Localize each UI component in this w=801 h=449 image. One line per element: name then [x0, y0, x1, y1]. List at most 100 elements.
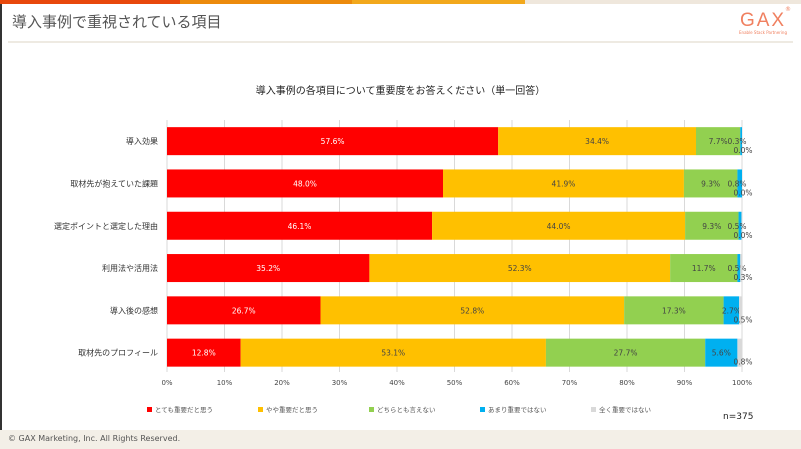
data-label: 44.0%	[547, 222, 571, 231]
bar-segment	[685, 211, 739, 240]
data-label: 0.8%	[733, 358, 752, 367]
x-tick-label: 90%	[677, 379, 693, 387]
data-label: 0.5%	[727, 222, 746, 231]
legend-item: とても重要だと思う	[147, 404, 258, 414]
bar-segment	[723, 296, 740, 325]
legend-label: やや重要だと思う	[266, 406, 318, 414]
copyright: © GAX Marketing, Inc. All Rights Reserve…	[8, 434, 181, 443]
data-label: 0.0%	[733, 146, 752, 155]
sample-size: n=375	[723, 412, 754, 422]
bar-segment	[624, 296, 724, 325]
data-label: 9.3%	[702, 222, 721, 231]
bar-segment	[740, 254, 742, 283]
data-label: 0.5%	[727, 264, 746, 273]
legend-label: 全く重要ではない	[599, 406, 651, 414]
legend-swatch	[147, 406, 152, 412]
bar-segment	[167, 127, 499, 156]
x-tick-label: 60%	[504, 379, 520, 387]
bar-segment	[167, 211, 433, 240]
x-tick-label: 10%	[217, 379, 233, 387]
data-label: 52.3%	[508, 264, 532, 273]
x-tick-label: 40%	[389, 379, 405, 387]
bar-segment	[545, 338, 706, 367]
category-label: 利用法や活用法	[102, 263, 158, 273]
bar-segment	[240, 338, 546, 367]
bar-segment	[740, 127, 742, 156]
data-label: 9.3%	[701, 179, 720, 188]
legend-swatch	[258, 406, 263, 412]
data-label: 0.3%	[733, 273, 752, 282]
left-edge	[0, 4, 2, 430]
x-tick-label: 100%	[732, 379, 752, 387]
bar-segment	[320, 296, 625, 325]
data-label: 46.1%	[288, 222, 312, 231]
bar-segment	[443, 169, 684, 198]
gax-logo: ® GAX Enable Stack Partnering	[739, 6, 791, 35]
header-divider	[8, 41, 793, 43]
legend-label: あまり重要ではない	[488, 406, 547, 414]
data-label: 26.7%	[232, 306, 256, 315]
top-stripe	[0, 0, 801, 4]
bar-segment	[737, 169, 742, 198]
bar-segment	[738, 211, 742, 240]
bar-segment	[167, 296, 321, 325]
bar-segment	[167, 169, 443, 198]
data-label: 0.0%	[733, 231, 752, 240]
data-label: 5.6%	[712, 349, 731, 358]
x-tick-label: 80%	[619, 379, 635, 387]
category-label: 選定ポイントと選定した理由	[54, 221, 158, 231]
data-label: 17.3%	[662, 306, 686, 315]
chart-legend: とても重要だと思う やや重要だと思う どちらとも言えない あまり重要ではない 全く重要で…	[147, 404, 702, 414]
data-label: 12.8%	[192, 349, 216, 358]
category-label: 導入後の感想	[110, 305, 158, 315]
x-tick-label: 20%	[274, 379, 290, 387]
legend-swatch	[480, 406, 485, 412]
bar-segment	[167, 254, 370, 283]
bar-segment	[498, 127, 696, 156]
category-label: 取材先が抱えていた課題	[70, 178, 158, 188]
legend-swatch	[369, 406, 374, 412]
data-label: 57.6%	[321, 137, 345, 146]
data-label: 0.3%	[727, 137, 746, 146]
category-label: 導入効果	[126, 136, 158, 146]
legend-swatch	[591, 406, 596, 412]
legend-label: どちらとも言えない	[377, 406, 436, 414]
legend-item: どちらとも言えない	[369, 404, 480, 414]
data-label: 0.8%	[727, 179, 746, 188]
data-label: 34.4%	[585, 137, 609, 146]
data-label: 0.0%	[733, 188, 752, 197]
x-tick-label: 70%	[562, 379, 578, 387]
data-label: 7.7%	[709, 137, 728, 146]
data-label: 2.7%	[722, 306, 741, 315]
page-title: 導入事例で重視されている項目	[12, 13, 222, 31]
legend-label: とても重要だと思う	[155, 406, 213, 414]
footer	[0, 430, 801, 449]
legend-item: あまり重要ではない	[480, 404, 591, 414]
bar-segment	[683, 169, 738, 198]
data-label: 52.8%	[460, 306, 484, 315]
bar-segment	[705, 338, 738, 367]
data-label: 0.5%	[733, 315, 752, 324]
data-label: 35.2%	[256, 264, 280, 273]
bar-segment	[167, 338, 241, 367]
x-tick-label: 0%	[161, 379, 172, 387]
bar-segment	[432, 211, 686, 240]
legend-item: 全く重要ではない	[591, 404, 702, 414]
bar-segment	[670, 254, 738, 283]
category-label: 取材先のプロフィール	[78, 348, 158, 358]
bar-segment	[737, 338, 742, 367]
data-label: 41.9%	[552, 179, 576, 188]
bar-segment	[739, 296, 742, 325]
data-label: 11.7%	[692, 264, 716, 273]
bar-segment	[369, 254, 671, 283]
data-label: 48.0%	[293, 179, 317, 188]
x-tick-label: 30%	[332, 379, 348, 387]
bar-segment	[696, 127, 741, 156]
legend-item: やや重要だと思う	[258, 404, 369, 414]
data-label: 53.1%	[381, 349, 405, 358]
chart-title: 導入事例の各項目について重要度をお答えください（単一回答）	[255, 86, 546, 97]
data-label: 27.7%	[614, 349, 638, 358]
x-tick-label: 50%	[447, 379, 463, 387]
bar-segment	[737, 254, 741, 283]
